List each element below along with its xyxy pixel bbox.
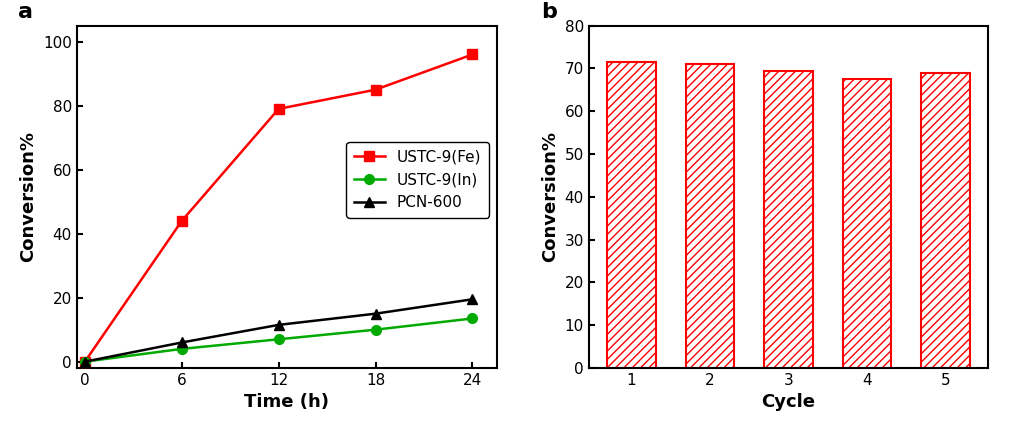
USTC-9(Fe) <box>466 52 478 57</box>
Line: USTC-9(In): USTC-9(In) <box>80 314 477 366</box>
Line: PCN-600: PCN-600 <box>80 294 477 366</box>
X-axis label: Time (h): Time (h) <box>244 393 330 411</box>
Line: USTC-9(Fe): USTC-9(Fe) <box>80 50 477 366</box>
Legend: USTC-9(Fe), USTC-9(In), PCN-600: USTC-9(Fe), USTC-9(In), PCN-600 <box>346 142 489 217</box>
USTC-9(In) <box>466 316 478 321</box>
Bar <box>685 64 734 368</box>
USTC-9(In) <box>176 346 188 351</box>
Bar <box>922 73 970 368</box>
X-axis label: Cycle: Cycle <box>762 393 815 411</box>
PCN-600 <box>272 322 285 327</box>
USTC-9(Fe) <box>176 218 188 223</box>
USTC-9(Fe) <box>79 359 91 364</box>
USTC-9(Fe) <box>272 106 285 111</box>
Text: b: b <box>541 2 557 22</box>
PCN-600 <box>176 340 188 345</box>
Text: a: a <box>18 2 33 22</box>
USTC-9(In) <box>79 359 91 364</box>
Y-axis label: Conversion%: Conversion% <box>19 131 38 262</box>
Bar <box>607 62 655 368</box>
USTC-9(In) <box>272 337 285 342</box>
Y-axis label: Conversion%: Conversion% <box>541 131 559 262</box>
PCN-600 <box>370 311 382 316</box>
USTC-9(In) <box>370 327 382 332</box>
Bar <box>843 79 892 368</box>
PCN-600 <box>79 359 91 364</box>
USTC-9(Fe) <box>370 87 382 92</box>
Bar <box>764 71 813 368</box>
PCN-600 <box>466 297 478 302</box>
